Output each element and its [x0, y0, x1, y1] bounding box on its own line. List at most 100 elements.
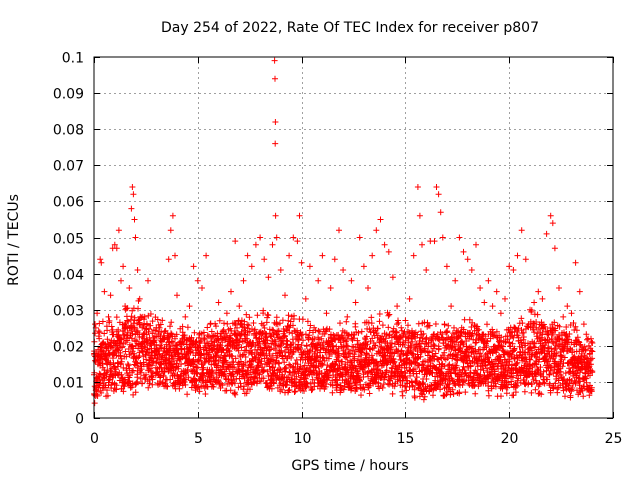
data-point [228, 288, 234, 295]
data-point [514, 359, 521, 366]
data-point [290, 363, 297, 370]
data-point [549, 220, 556, 227]
data-point [165, 256, 172, 263]
data-point [457, 344, 464, 351]
data-point [167, 323, 173, 330]
data-point [143, 356, 150, 363]
data-point [251, 326, 258, 333]
data-point [544, 376, 551, 383]
data-point [302, 331, 309, 338]
data-point [273, 314, 280, 321]
data-point [132, 389, 139, 396]
data-point [432, 350, 439, 357]
data-point [589, 368, 596, 375]
data-point [564, 303, 571, 310]
data-point [181, 379, 188, 385]
data-point [505, 379, 511, 386]
data-point [204, 332, 211, 339]
data-point [561, 354, 568, 361]
data-point [125, 362, 132, 369]
data-point [342, 376, 349, 383]
data-point [290, 322, 296, 329]
x-tick-label: 5 [194, 431, 203, 447]
data-point [587, 372, 593, 379]
x-tick-label: 0 [90, 431, 99, 447]
data-point [131, 216, 138, 223]
data-point [498, 393, 504, 400]
data-point [497, 310, 504, 317]
data-point [583, 331, 590, 338]
data-point [453, 356, 460, 363]
data-point [502, 375, 509, 382]
data-point [362, 336, 369, 343]
data-point [159, 317, 166, 324]
data-point [364, 341, 371, 348]
data-point [298, 342, 305, 349]
data-point [452, 277, 459, 284]
data-point [543, 230, 550, 237]
data-point [252, 332, 259, 338]
data-point [270, 380, 277, 387]
data-point [460, 248, 467, 255]
data-point [549, 331, 556, 338]
data-point [275, 359, 282, 366]
data-point [374, 332, 381, 339]
data-point [198, 337, 205, 344]
data-point [435, 191, 442, 198]
data-point [286, 252, 293, 259]
data-point [297, 363, 304, 370]
data-point [484, 321, 490, 328]
data-point [352, 348, 359, 355]
data-point [272, 75, 278, 82]
data-point [278, 347, 285, 354]
data-point [172, 335, 178, 342]
data-point [188, 334, 195, 341]
data-point [506, 358, 513, 365]
data-point [531, 344, 538, 351]
data-point [464, 256, 471, 263]
data-point [489, 303, 496, 310]
data-point [453, 362, 460, 369]
data-point [554, 389, 561, 396]
data-point [560, 313, 567, 320]
data-point [106, 317, 113, 324]
data-point [547, 389, 554, 396]
data-point [267, 346, 274, 353]
data-point [532, 386, 539, 393]
data-point [381, 241, 388, 248]
data-point [483, 344, 490, 351]
data-point [196, 357, 203, 364]
axis-ticks [94, 57, 614, 419]
data-point [485, 277, 492, 284]
data-point [441, 321, 448, 328]
data-point [260, 307, 267, 314]
data-point [511, 345, 518, 352]
data-point [165, 334, 172, 341]
data-point [365, 285, 371, 291]
data-point [528, 347, 535, 354]
data-point [294, 238, 301, 245]
data-point [178, 339, 185, 346]
data-point [433, 184, 440, 190]
data-point [94, 393, 101, 399]
data-point [319, 252, 326, 259]
data-point [292, 388, 299, 395]
data-point [124, 317, 131, 324]
data-point [359, 349, 365, 356]
data-point [388, 375, 394, 382]
data-point [589, 340, 596, 346]
data-point [483, 337, 490, 344]
data-point [184, 366, 191, 373]
y-tick-label: 0.08 [53, 123, 84, 139]
data-point [337, 320, 343, 327]
data-point [283, 337, 290, 344]
y-tick-label: 0.05 [53, 232, 84, 248]
data-point [488, 371, 495, 378]
data-point [301, 388, 307, 394]
data-point [580, 321, 587, 328]
data-point [506, 339, 513, 346]
data-point [443, 263, 450, 270]
data-point [101, 375, 108, 382]
data-point [361, 386, 368, 393]
data-point [477, 350, 484, 357]
